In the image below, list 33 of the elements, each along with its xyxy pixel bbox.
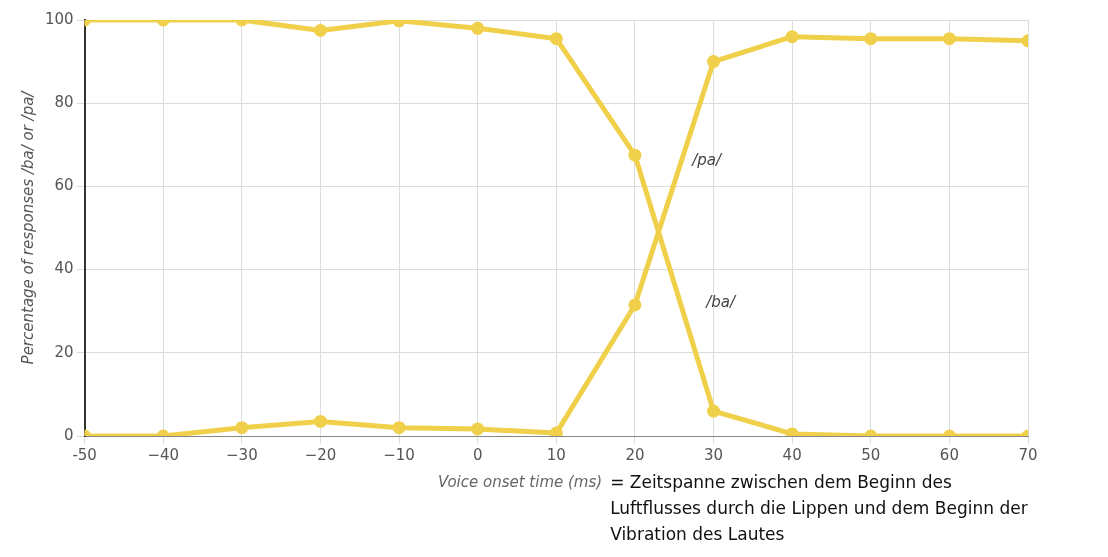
point: [864, 32, 878, 46]
y-tick-label: 60: [54, 176, 74, 195]
point: [471, 21, 485, 35]
y-tick-label: 40: [54, 259, 74, 278]
point: [628, 298, 642, 312]
y-tick-label: 0: [64, 425, 74, 444]
x-tick-label: 70: [1018, 445, 1038, 464]
point: [628, 148, 642, 162]
point: [549, 32, 563, 46]
y-tick-label: 80: [54, 93, 74, 112]
x-tick-label: −40: [147, 445, 180, 464]
point: [707, 55, 721, 69]
y-tick-label: 100: [44, 9, 74, 28]
y-axis-title: Percentage of responses /ba/ or /pa/: [18, 89, 37, 365]
x-tick-label: −20: [304, 445, 337, 464]
x-tick-label: −10: [383, 445, 415, 464]
x-tick-label: 20: [625, 445, 645, 464]
x-tick-label: 10: [546, 445, 566, 464]
x-tick-label: −30: [226, 445, 258, 464]
x-tick-label: 30: [704, 445, 724, 464]
point: [942, 32, 956, 46]
series-label: /pa/: [690, 151, 723, 170]
x-tick-label: 0: [472, 445, 483, 464]
x-tick-label: 40: [782, 445, 802, 464]
x-tick-label: 60: [939, 445, 959, 464]
x-axis-title: Voice onset time (ms): [438, 473, 603, 491]
x-tick-label: -50: [72, 445, 97, 464]
y-tick-label: 20: [54, 342, 74, 361]
point: [313, 23, 327, 37]
text: = Zeitspanne zwischen dem Beginn des Luftflusses durch die Lippen und dem Beginn der Vibration des Lautes: [610, 471, 1029, 546]
point: [785, 30, 799, 44]
series-label: /ba/: [704, 293, 737, 312]
x-tick-label: 50: [861, 445, 881, 464]
